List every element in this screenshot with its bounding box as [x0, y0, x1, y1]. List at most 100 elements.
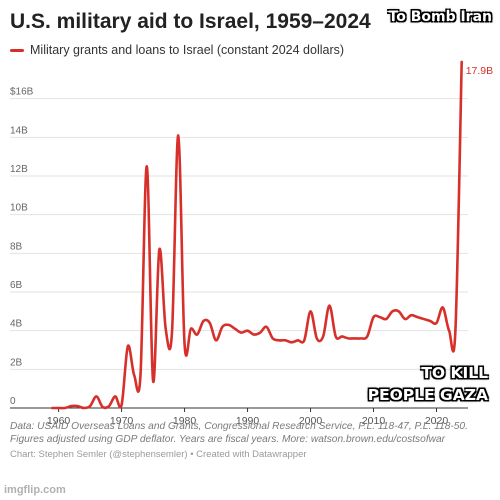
data-point — [190, 328, 191, 329]
data-point — [392, 311, 393, 312]
meme-caption-top: To Bomb Iran — [388, 9, 492, 25]
grid-layer — [10, 98, 468, 370]
data-point — [367, 336, 368, 337]
data-point — [184, 344, 185, 345]
data-point — [304, 340, 305, 341]
data-point — [146, 166, 147, 167]
data-point — [178, 135, 179, 136]
data-point — [165, 328, 166, 329]
data-point — [64, 407, 65, 408]
data-point — [310, 311, 311, 312]
data-point — [215, 340, 216, 341]
data-point — [58, 407, 59, 408]
series-line — [51, 60, 463, 410]
data-point — [241, 332, 242, 333]
y-tick-label: 6B — [10, 280, 23, 291]
data-point — [461, 61, 462, 62]
data-point — [272, 338, 273, 339]
data-point — [436, 322, 437, 323]
y-tick-label: 8B — [10, 241, 23, 252]
data-point — [404, 318, 405, 319]
data-point — [360, 338, 361, 339]
data-point — [77, 405, 78, 406]
data-point — [455, 330, 456, 331]
data-point — [247, 330, 248, 331]
label-layer: 17.9B — [466, 65, 493, 77]
y-tick-label: 2B — [10, 357, 23, 368]
data-point — [398, 311, 399, 312]
data-point — [297, 340, 298, 341]
x-tick-label: 2010 — [362, 415, 386, 427]
data-point — [52, 407, 53, 408]
axis-layer: 0 2B 4B 6B 8B 10B 12B 14B $16B 1960 1970 1980 1990 20… — [10, 87, 468, 427]
data-point — [341, 336, 342, 337]
data-point — [102, 406, 103, 407]
data-point — [71, 405, 72, 406]
x-tick-label: 2020 — [425, 415, 449, 427]
data-point — [253, 334, 254, 335]
imgflip-watermark: imgflip.com — [4, 484, 66, 496]
legend-label: Military grants and loans to Israel (con… — [30, 43, 345, 57]
data-point — [222, 326, 223, 327]
data-point — [152, 380, 153, 381]
data-point — [89, 405, 90, 406]
chart-credit: Chart: Stephen Semler (@stephensemler) •… — [10, 449, 307, 460]
meme-caption-bottom-line-2: PEOPLE GAZA — [367, 386, 488, 404]
data-point — [278, 340, 279, 341]
source-note: Data: USAID Overseas Loans and Grants, C… — [10, 420, 494, 446]
meme-caption-bottom: TO KILL PEOPLE GAZA — [328, 362, 488, 406]
data-point — [379, 317, 380, 318]
data-point — [203, 320, 204, 321]
data-point — [134, 375, 135, 376]
data-point — [423, 318, 424, 319]
data-point — [171, 332, 172, 333]
data-point — [108, 405, 109, 406]
data-point — [449, 330, 450, 331]
data-point — [335, 336, 336, 337]
x-tick-label: 1970 — [110, 415, 134, 427]
data-point — [323, 336, 324, 337]
chart-legend: Military grants and loans to Israel (con… — [10, 43, 344, 57]
data-point — [96, 396, 97, 397]
data-point — [115, 396, 116, 397]
y-tick-label: 10B — [10, 203, 28, 214]
x-tick-label: 1980 — [173, 415, 197, 427]
data-point — [260, 332, 261, 333]
data-point — [266, 326, 267, 327]
series-layer — [51, 60, 463, 410]
data-point — [285, 340, 286, 341]
data-point — [197, 334, 198, 335]
y-tick-label: 4B — [10, 319, 23, 330]
data-point — [121, 405, 122, 406]
y-tick-label: 14B — [10, 125, 28, 136]
data-point — [442, 307, 443, 308]
data-point — [354, 338, 355, 339]
data-point — [417, 317, 418, 318]
data-point — [329, 305, 330, 306]
end-value-label: 17.9B — [466, 65, 493, 77]
data-point — [430, 320, 431, 321]
data-point — [209, 322, 210, 323]
data-point — [159, 249, 160, 250]
data-point — [127, 346, 128, 347]
data-point — [411, 315, 412, 316]
data-point — [348, 338, 349, 339]
data-point — [228, 324, 229, 325]
data-point — [316, 338, 317, 339]
data-point — [373, 317, 374, 318]
y-tick-label: 12B — [10, 164, 28, 175]
data-point — [386, 318, 387, 319]
x-tick-label: 1990 — [236, 415, 260, 427]
meme-caption-bottom-line-1: TO KILL — [421, 364, 488, 382]
x-tick-label: 2000 — [299, 415, 323, 427]
data-point — [291, 342, 292, 343]
y-tick-label: $16B — [10, 87, 34, 98]
legend-swatch — [10, 48, 24, 52]
y-tick-label: 0 — [10, 396, 16, 407]
chart-title: U.S. military aid to Israel, 1959–2024 — [10, 10, 371, 33]
data-point — [83, 407, 84, 408]
data-point — [140, 375, 141, 376]
source-line-2: Figures adjusted using GDP deflator. Yea… — [10, 434, 446, 445]
source-line-1: Data: USAID Overseas Loans and Grants, C… — [10, 421, 468, 432]
